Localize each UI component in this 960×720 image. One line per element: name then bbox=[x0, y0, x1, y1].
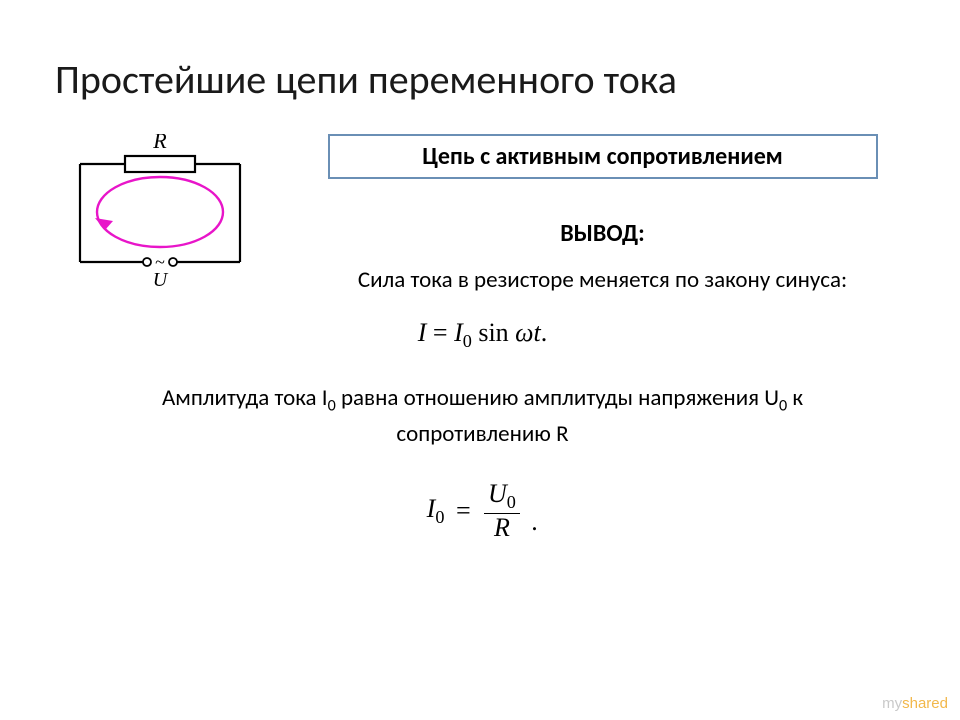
slide-title: Простейшие цепи переменного тока bbox=[55, 55, 910, 104]
body-text-1: Сила тока в резисторе меняется по закону… bbox=[358, 266, 847, 296]
body-text-2: Амплитуда тока I0 равна отношению амплит… bbox=[143, 382, 823, 450]
top-row: R ~ U Цепь с активным сопротивлением ВЫВ… bbox=[55, 134, 910, 296]
conclusion-label: ВЫВОД: bbox=[560, 219, 644, 248]
subtitle-box: Цепь с активным сопротивлением bbox=[328, 134, 878, 179]
current-direction-icon bbox=[97, 177, 223, 247]
circuit-diagram: R ~ U bbox=[55, 134, 265, 294]
current-arrow-icon bbox=[95, 218, 113, 230]
resistor-label: R bbox=[152, 134, 167, 153]
source-label: U bbox=[153, 269, 169, 291]
watermark: myshared bbox=[882, 695, 948, 712]
right-column: Цепь с активным сопротивлением ВЫВОД: Си… bbox=[295, 134, 910, 296]
formula-amplitude: I0 = U0 R . bbox=[55, 480, 910, 541]
formula-current: I = I0 sin ωt. bbox=[55, 318, 910, 352]
